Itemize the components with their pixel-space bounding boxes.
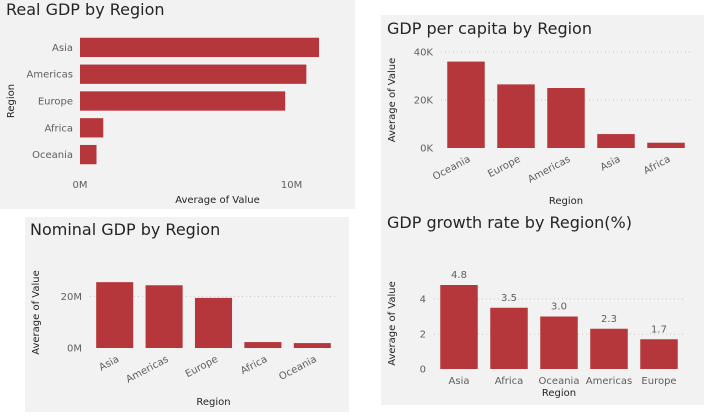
data-label: 1.7 — [651, 324, 667, 335]
category-label: Americas — [586, 376, 632, 387]
category-label: Americas — [27, 70, 73, 81]
category-label: Oceania — [539, 376, 580, 387]
tick-label: 0M — [67, 344, 82, 355]
tick-label: 4 — [420, 295, 426, 306]
nominal-gdp-title: Nominal GDP by Region — [30, 220, 221, 239]
category-label: Americas — [124, 354, 170, 386]
bar — [547, 88, 585, 148]
tick-label: 40K — [414, 48, 434, 59]
gdp-growth-panel: GDP growth rate by Region(%) 0 2 4 Asia 4.8 A… — [381, 209, 704, 405]
real-gdp-title: Real GDP by Region — [6, 0, 165, 19]
tick-label: 2 — [420, 330, 426, 341]
bar — [590, 328, 628, 369]
category-label: Europe — [184, 354, 220, 380]
bar — [80, 37, 320, 58]
nominal-gdp-chart: 0M 20M Asia Americas Europe Africa Oceania Regi… — [31, 270, 337, 408]
tick-label: 0 — [420, 365, 426, 376]
category-label: Oceania — [431, 154, 472, 183]
bar — [244, 342, 282, 348]
bar — [80, 64, 307, 84]
bar — [440, 285, 478, 369]
nominal-gdp-panel: Nominal GDP by Region 0M 20M Asia Americas E… — [25, 217, 349, 412]
gdp-growth-chart: 0 2 4 Asia 4.8 Africa 3.5 Oceania 3.0 Americas 2.3… — [387, 270, 684, 399]
category-label: Europe — [486, 154, 522, 180]
category-label: Africa — [495, 376, 524, 387]
x-axis-label: Region — [542, 388, 576, 399]
bar — [490, 307, 528, 369]
bar — [80, 144, 97, 165]
bar — [80, 91, 286, 111]
category-label: Asia — [449, 376, 470, 387]
bar — [194, 297, 233, 348]
data-label: 4.8 — [451, 270, 467, 281]
category-label: Europe — [38, 97, 73, 108]
bar — [80, 118, 104, 138]
category-label: Oceania — [32, 150, 73, 161]
category-label: Asia — [599, 154, 623, 174]
data-label: 3.0 — [551, 302, 567, 313]
bar — [540, 316, 578, 369]
y-axis-label: Average of Value — [387, 281, 398, 366]
x-axis-label: Region — [549, 196, 583, 207]
data-label: 3.5 — [501, 293, 517, 304]
category-label: Oceania — [277, 354, 318, 383]
category-label: Asia — [52, 43, 73, 54]
y-axis-label: Region — [6, 84, 17, 118]
bar — [96, 282, 134, 348]
bar — [293, 343, 331, 348]
gdp-growth-title: GDP growth rate by Region(%) — [387, 213, 632, 232]
bar — [597, 134, 635, 148]
bar — [497, 84, 535, 148]
real-gdp-chart: Asia Americas Europe Africa Oceania 0M 10M Aver… — [6, 37, 320, 206]
tick-label: 20K — [414, 96, 434, 107]
gdp-per-capita-panel: GDP per capita by Region 0K 20K 40K Oceania… — [381, 15, 704, 210]
gdp-per-capita-title: GDP per capita by Region — [387, 19, 592, 38]
category-label: Europe — [641, 376, 676, 387]
real-gdp-panel: Real GDP by Region Asia Americas Europe Afr… — [0, 0, 355, 209]
bar — [145, 285, 183, 348]
y-axis-label: Average of Value — [387, 58, 398, 143]
category-label: Asia — [97, 354, 121, 374]
tick-label: 0K — [420, 144, 433, 155]
data-label: 2.3 — [601, 314, 617, 325]
gdp-per-capita-chart: 0K 20K 40K Oceania Europe Americas Asia Africa R… — [387, 48, 691, 207]
x-axis-label: Average of Value — [175, 195, 260, 206]
tick-label: 0M — [73, 180, 88, 191]
category-label: Africa — [642, 154, 672, 177]
bar — [447, 61, 485, 148]
tick-label: 10M — [281, 180, 302, 191]
bar — [647, 142, 685, 148]
category-label: Africa — [239, 354, 269, 377]
x-axis-label: Region — [196, 397, 230, 408]
category-label: Africa — [44, 123, 73, 134]
tick-label: 20M — [61, 292, 82, 303]
bar — [640, 339, 678, 369]
y-axis-label: Average of Value — [31, 270, 42, 355]
category-label: Americas — [526, 154, 572, 186]
